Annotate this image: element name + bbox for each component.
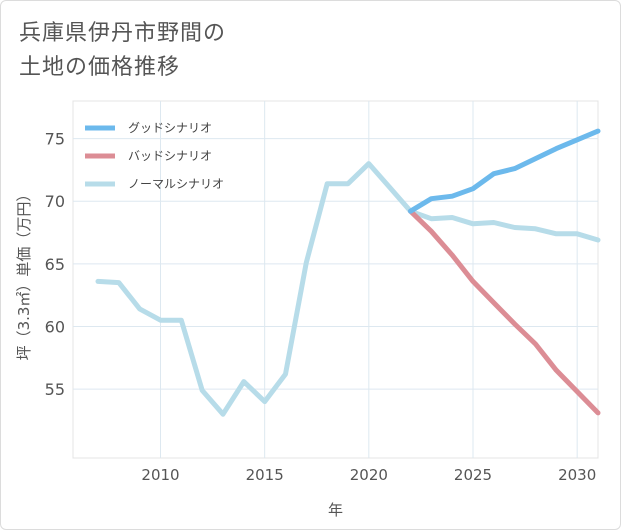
x-tick-label: 2010 [141,466,179,484]
plot-area-border [72,100,599,459]
series-line-1 [408,208,601,416]
legend-label: ノーマルシナリオ [128,177,224,191]
x-tick-label: 2025 [454,466,492,484]
x-tick-label: 2020 [350,466,388,484]
x-tick-label: 2030 [558,466,596,484]
x-tick-label: 2015 [246,466,284,484]
chart-title: 兵庫県伊丹市野間の 土地の価格推移 [19,17,226,85]
series-line-0 [408,128,601,214]
legend-label: バッドシナリオ [128,149,212,163]
y-tick-label: 60 [45,317,65,336]
x-axis-title: 年 [328,501,343,519]
y-tick-label: 55 [45,380,65,399]
y-tick-label: 75 [45,130,65,149]
series-lines [95,128,601,417]
y-tick-label: 70 [45,192,65,211]
series-line-2 [95,161,601,417]
grid [72,100,599,459]
chart-title-line-1: 兵庫県伊丹市野間の [19,21,227,46]
x-tick-labels: 2010 2015 2020 2025 2030 [141,466,596,484]
chart-title-line-2: 土地の価格推移 [19,55,181,80]
y-tick-labels: 55 60 65 70 75 [45,130,65,400]
y-axis-title: 坪（3.3㎡）単価（万円） [15,187,33,361]
y-tick-label: 65 [45,255,65,274]
legend-label: グッドシナリオ [128,121,212,135]
